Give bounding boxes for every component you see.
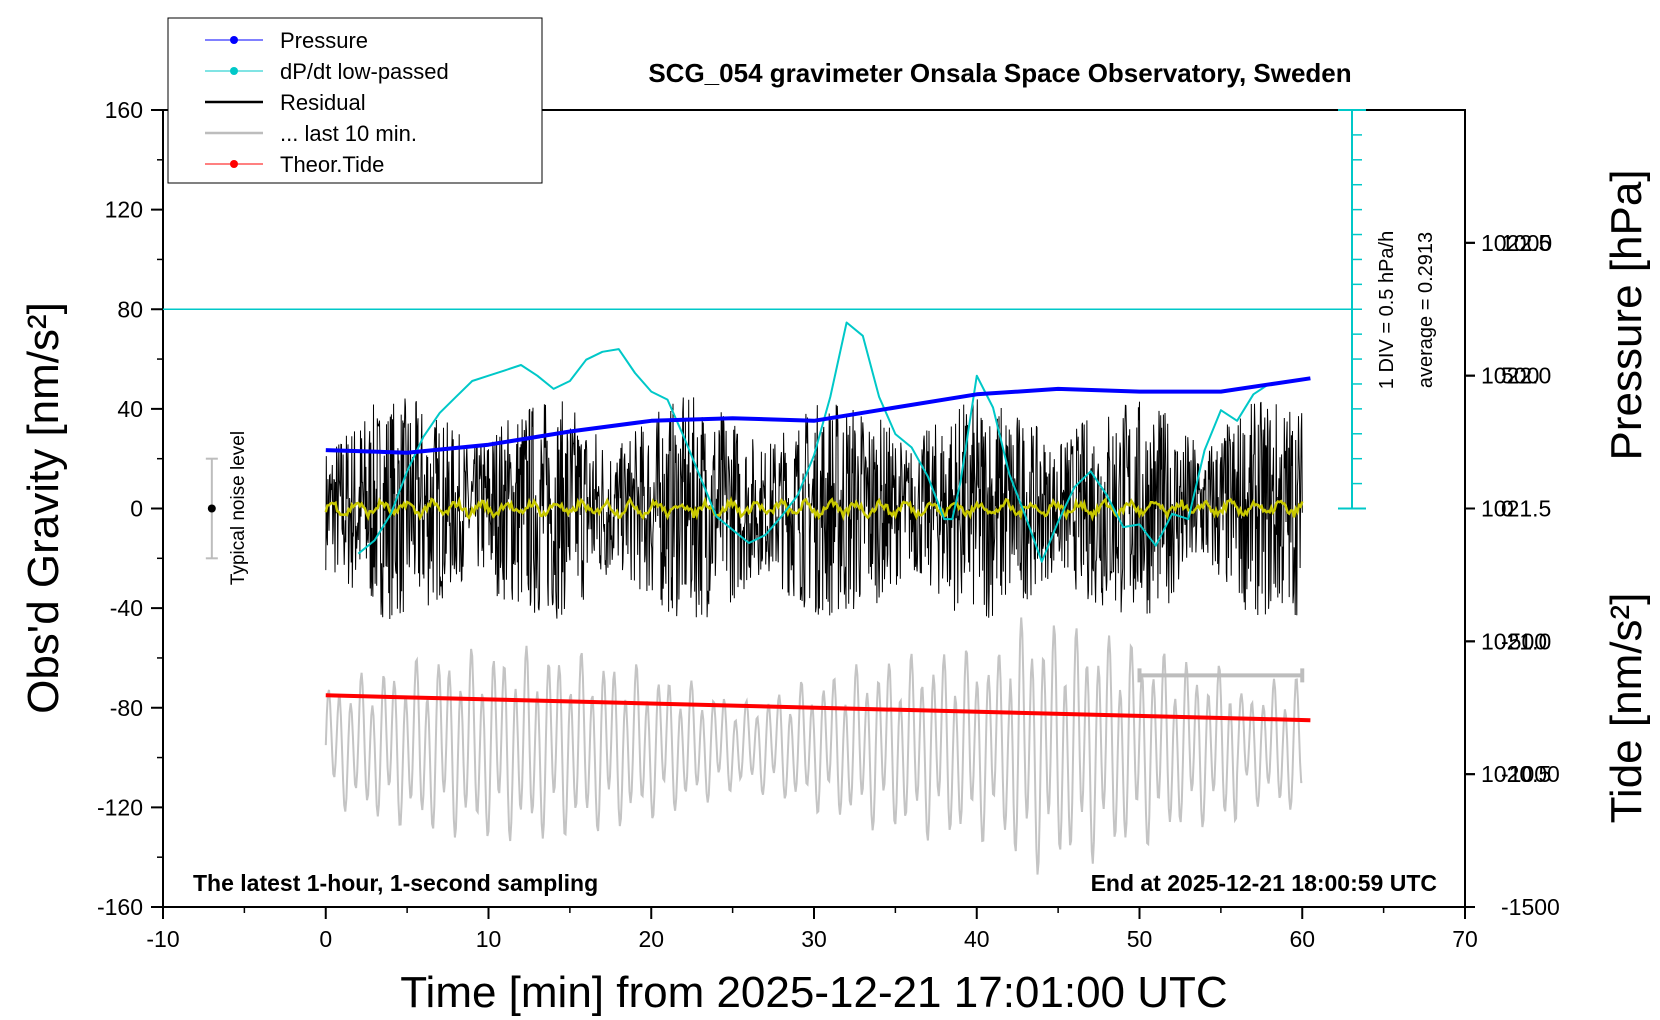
legend-swatch-marker — [230, 67, 238, 75]
y-tick-label: 160 — [105, 97, 143, 123]
y-tick-label: -80 — [110, 695, 143, 721]
y-tick-label: 80 — [117, 296, 143, 322]
tide-tick-label: -1000 — [1501, 761, 1560, 787]
legend-label: ... last 10 min. — [280, 121, 417, 146]
series-residual — [325, 397, 1303, 620]
tick-layer: -10 0 10 20 30 40 50 60 70 160 120 80 40 0 -40 -80 -120 -… — [97, 97, 1560, 952]
tide-tick-label: 500 — [1501, 363, 1539, 389]
legend-label: Residual — [280, 90, 366, 115]
legend-label: Pressure — [280, 28, 368, 53]
pressure-tick-label: 1022.0 — [1481, 363, 1551, 389]
x-tick-label: 50 — [1127, 926, 1153, 952]
series-theor-tide — [325, 693, 1311, 723]
x-tick-label: 20 — [638, 926, 664, 952]
footer-right: End at 2025-12-21 18:00:59 UTC — [1091, 870, 1437, 896]
chart-title: SCG_054 gravimeter Onsala Space Observat… — [648, 58, 1351, 88]
legend-swatch-marker — [230, 36, 238, 44]
pressure-tick-label: 1020.5 — [1481, 761, 1551, 787]
pressure-tick-label: 1021.0 — [1481, 628, 1551, 654]
y-tick-label: -160 — [97, 894, 143, 920]
series-residual-smoothed — [324, 495, 1304, 522]
dpdt-scale-label: 1 DIV = 0.5 hPa/h — [1376, 231, 1398, 389]
noise-level-label: Typical noise level — [228, 431, 249, 585]
series-pressure — [325, 376, 1311, 455]
pressure-tick-label: 1022.5 — [1481, 230, 1551, 256]
legend: Pressure dP/dt low-passed Residual ... last… — [167, 17, 543, 184]
series-dpdt — [357, 321, 1271, 563]
y-axis-title-pressure: Pressure [hPa] — [1602, 169, 1651, 460]
reference-lines — [163, 109, 1366, 560]
x-tick-label: 70 — [1452, 926, 1478, 952]
pressure-tick-label: 1021.5 — [1481, 496, 1551, 522]
y-tick-label: -120 — [97, 794, 143, 820]
legend-frame — [167, 17, 543, 184]
x-tick-label: 10 — [476, 926, 502, 952]
y-tick-label: 40 — [117, 396, 143, 422]
y-tick-label: 120 — [105, 197, 143, 223]
x-axis-title: Time [min] from 2025-12-21 17:01:00 UTC — [400, 968, 1227, 1017]
dpdt-average-label: average = 0.2913 — [1415, 232, 1437, 388]
x-tick-label: 30 — [801, 926, 827, 952]
tide-tick-label: 0 — [1501, 496, 1514, 522]
x-tick-label: 0 — [319, 926, 332, 952]
series-layer — [324, 321, 1311, 875]
legend-label: Theor.Tide — [280, 152, 384, 177]
x-tick-label: 60 — [1289, 926, 1315, 952]
x-tick-label: 40 — [964, 926, 990, 952]
series-ambient-trace — [324, 617, 1303, 875]
y-axis-title-left: Obs'd Gravity [nm/s²] — [19, 302, 68, 714]
footer-left: The latest 1-hour, 1-second sampling — [193, 870, 598, 896]
legend-label: dP/dt low-passed — [280, 59, 449, 84]
y-axis-title-tide: Tide [nm/s²] — [1602, 593, 1651, 824]
y-tick-label: -40 — [110, 595, 143, 621]
tide-tick-label: -1500 — [1501, 894, 1560, 920]
x-tick-label: -10 — [146, 926, 179, 952]
tide-tick-label: 1000 — [1501, 230, 1552, 256]
y-tick-label: 0 — [130, 496, 143, 522]
legend-swatch-marker — [230, 160, 238, 168]
noise-bar-dot — [207, 504, 216, 513]
tide-tick-label: -500 — [1501, 628, 1547, 654]
